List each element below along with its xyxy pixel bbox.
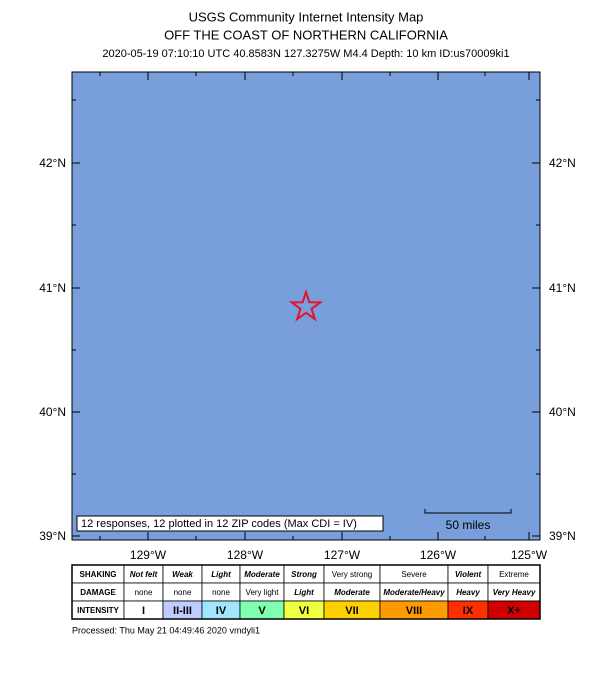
legend-shaking-text: Moderate <box>244 570 280 579</box>
map-ocean <box>71 71 541 541</box>
legend-shaking-text: Not felt <box>130 570 158 579</box>
subtitle: OFF THE COAST OF NORTHERN CALIFORNIA <box>164 27 448 42</box>
legend-shaking-text: Weak <box>172 570 193 579</box>
lon-label: 129°W <box>130 548 167 562</box>
legend-intensity-text: X+ <box>507 605 521 617</box>
legend-shaking-text: Light <box>211 570 231 579</box>
legend-intensity-text: VII <box>345 605 358 617</box>
legend-intensity-text: IV <box>216 605 227 617</box>
legend-shaking-text: Severe <box>401 570 427 579</box>
intensity-legend: SHAKING Not felt Weak Light Moderate Strong Ve… <box>71 564 541 620</box>
legend-frame <box>71 564 541 620</box>
lat-label-left: 39°N <box>39 529 66 543</box>
lat-label-right: 40°N <box>549 405 576 419</box>
footer: Processed: Thu May 21 04:49:46 2020 vmdy… <box>72 625 260 635</box>
legend-intensity-text: VIII <box>406 605 423 617</box>
legend-damage-text: Light <box>294 588 314 597</box>
epicenter-star <box>288 288 324 322</box>
legend-shaking-text: Strong <box>291 570 317 579</box>
legend-damage-text: none <box>174 588 192 597</box>
legend-shaking-text: Extreme <box>499 570 529 579</box>
lat-label-right: 41°N <box>549 281 576 295</box>
scale-label: 50 miles <box>446 518 491 532</box>
legend-damage-text: none <box>212 588 230 597</box>
lat-label-right: 39°N <box>549 529 576 543</box>
legend-damage-text: Moderate <box>334 588 370 597</box>
lat-label-left: 42°N <box>39 156 66 170</box>
scale-bar <box>424 509 512 514</box>
lat-label-left: 41°N <box>39 281 66 295</box>
lat-label-right: 42°N <box>549 156 576 170</box>
lat-label-left: 40°N <box>39 405 66 419</box>
event-info: 2020-05-19 07:10:10 UTC 40.8583N 127.327… <box>102 48 509 60</box>
legend-damage-text: Moderate/Heavy <box>383 588 445 597</box>
lon-label: 128°W <box>227 548 264 562</box>
legend-damage-text: Very Heavy <box>493 588 536 597</box>
frame-ticks <box>72 72 540 540</box>
legend-intensity-text: VI <box>299 605 309 617</box>
responses-text: 12 responses, 12 plotted in 12 ZIP codes… <box>81 518 357 530</box>
legend-row-label: INTENSITY <box>77 606 119 615</box>
legend-damage-text: Very light <box>246 588 280 597</box>
legend-shaking-text: Violent <box>455 570 482 579</box>
lon-label: 127°W <box>324 548 361 562</box>
responses-box <box>76 515 384 532</box>
lon-label: 125°W <box>511 548 548 562</box>
legend-damage-text: none <box>135 588 153 597</box>
legend-intensity-text: V <box>258 605 266 617</box>
legend-row-label: SHAKING <box>80 570 117 579</box>
legend-intensity-text: I <box>142 605 145 617</box>
legend-intensity-text: II-III <box>173 605 192 617</box>
lon-label: 126°W <box>420 548 457 562</box>
legend-row-label: DAMAGE <box>80 588 116 597</box>
legend-damage-text: Heavy <box>456 588 480 597</box>
legend-intensity-text: IX <box>463 605 474 617</box>
legend-shaking-text: Very strong <box>332 570 372 579</box>
title: USGS Community Internet Intensity Map <box>189 9 424 24</box>
